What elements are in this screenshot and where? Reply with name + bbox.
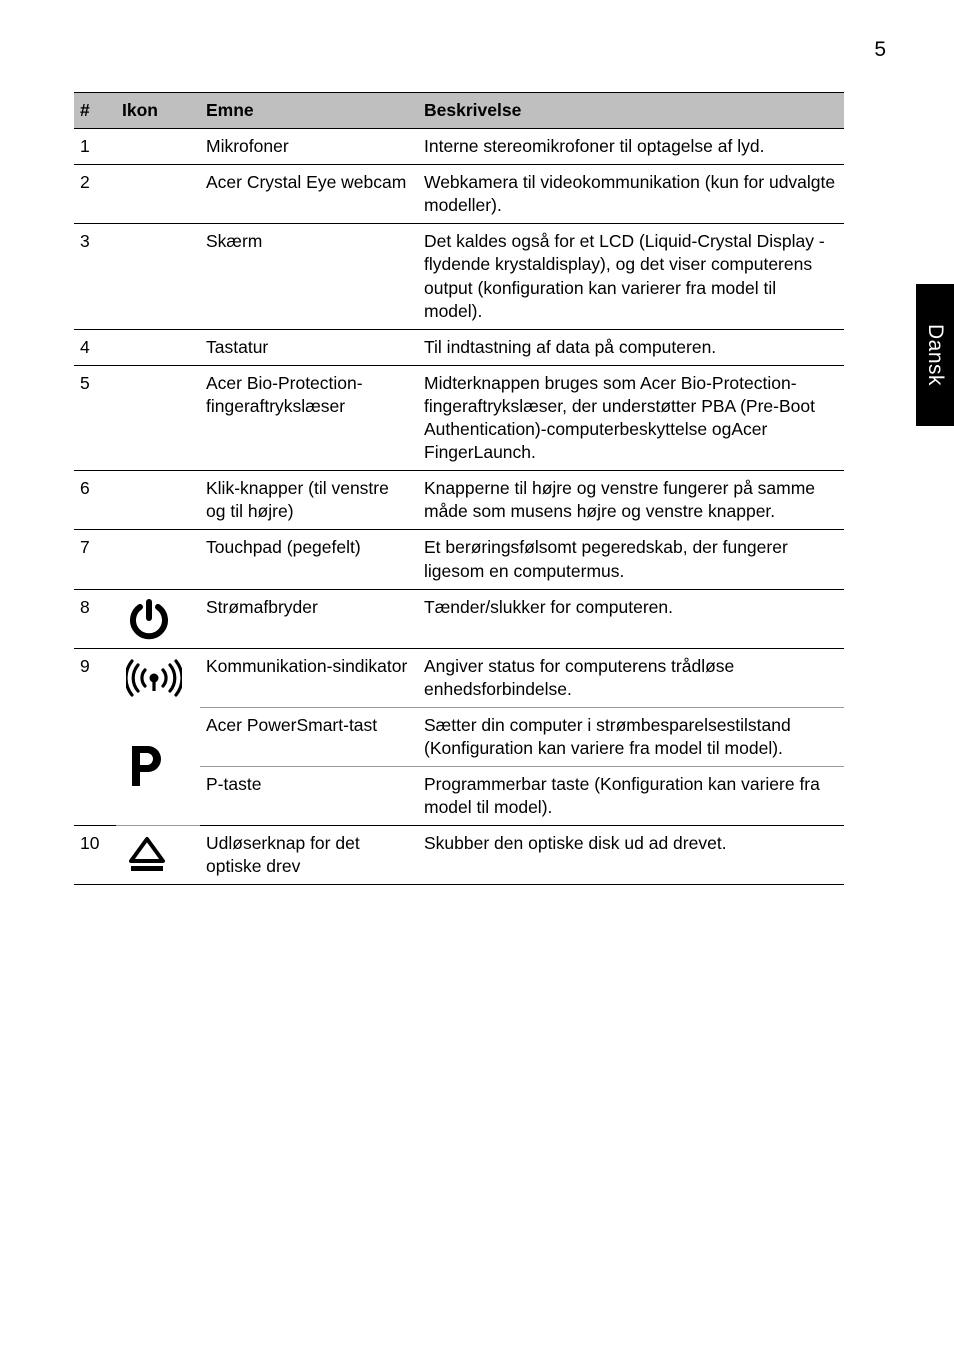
table-row: 1 Mikrofoner Interne stereomikrofoner ti…: [74, 129, 844, 165]
cell-ikon: [116, 471, 200, 530]
cell-emne: P-taste: [200, 766, 418, 825]
col-header-emne: Emne: [200, 93, 418, 129]
cell-besk: Det kaldes også for et LCD (Liquid-Cryst…: [418, 224, 844, 329]
cell-ikon: [116, 826, 200, 885]
cell-besk: Webkamera til videokommunikation (kun fo…: [418, 165, 844, 224]
col-header-ikon: Ikon: [116, 93, 200, 129]
cell-emne: Acer PowerSmart-tast: [200, 707, 418, 766]
cell-emne: Skærm: [200, 224, 418, 329]
cell-emne: Touchpad (pegefelt): [200, 530, 418, 589]
col-header-num: #: [74, 93, 116, 129]
col-header-besk: Beskrivelse: [418, 93, 844, 129]
cell-ikon: [116, 329, 200, 365]
cell-emne: Acer Bio-Protection-fingeraftrykslæser: [200, 365, 418, 470]
p-key-icon: [126, 742, 166, 790]
cell-besk: Knapperne til højre og venstre fungerer …: [418, 471, 844, 530]
cell-num: 4: [74, 329, 116, 365]
cell-num: 7: [74, 530, 116, 589]
cell-ikon: [116, 365, 200, 470]
cell-emne: Mikrofoner: [200, 129, 418, 165]
table-row: 8 Strømafbryder Tænder/slukker for compu…: [74, 589, 844, 648]
table-row: 7 Touchpad (pegefelt) Et berøringsfølsom…: [74, 530, 844, 589]
eject-icon: [126, 835, 168, 875]
page-number: 5: [874, 38, 886, 62]
cell-besk: Interne stereomikrofoner til optagelse a…: [418, 129, 844, 165]
table-header-row: # Ikon Emne Beskrivelse: [74, 93, 844, 129]
cell-emne: Kommunikation-sindikator: [200, 648, 418, 707]
cell-emne: Udløserknap for det optiske drev: [200, 826, 418, 885]
cell-num: 1: [74, 129, 116, 165]
table-row: 4 Tastatur Til indtastning af data på co…: [74, 329, 844, 365]
cell-num: [74, 707, 116, 766]
cell-besk: Tænder/slukker for computeren.: [418, 589, 844, 648]
cell-emne: Strømafbryder: [200, 589, 418, 648]
table-row: 3 Skærm Det kaldes også for et LCD (Liqu…: [74, 224, 844, 329]
cell-besk: Midterknappen bruges som Acer Bio-Protec…: [418, 365, 844, 470]
cell-ikon: [116, 165, 200, 224]
cell-num: 3: [74, 224, 116, 329]
table-row: 10 Udløserknap for det optiske drev Skub…: [74, 826, 844, 885]
table-row: 6 Klik-knapper (til venstre og til højre…: [74, 471, 844, 530]
language-tab: Dansk: [916, 284, 954, 426]
cell-num: 9: [74, 648, 116, 707]
cell-emne: Tastatur: [200, 329, 418, 365]
spec-table: # Ikon Emne Beskrivelse 1 Mikrofoner Int…: [74, 92, 844, 885]
cell-besk: Skubber den optiske disk ud ad drevet.: [418, 826, 844, 885]
cell-ikon: [116, 707, 200, 825]
language-tab-label: Dansk: [923, 324, 947, 386]
cell-emne: Acer Crystal Eye webcam: [200, 165, 418, 224]
cell-ikon: [116, 129, 200, 165]
cell-besk: Til indtastning af data på computeren.: [418, 329, 844, 365]
cell-num: 2: [74, 165, 116, 224]
cell-num: 6: [74, 471, 116, 530]
cell-emne: Klik-knapper (til venstre og til højre): [200, 471, 418, 530]
cell-besk: Programmerbar taste (Konfiguration kan v…: [418, 766, 844, 825]
cell-ikon: [116, 530, 200, 589]
cell-num: 8: [74, 589, 116, 648]
table-row: 5 Acer Bio-Protection-fingeraftrykslæser…: [74, 365, 844, 470]
cell-besk: Sætter din computer i strømbesparelsesti…: [418, 707, 844, 766]
cell-ikon: [116, 589, 200, 648]
cell-num: [74, 766, 116, 825]
cell-ikon: [116, 224, 200, 329]
page: 5 Dansk # Ikon Emne Beskrivelse 1 Mikrof…: [0, 0, 954, 1369]
table-row: 2 Acer Crystal Eye webcam Webkamera til …: [74, 165, 844, 224]
cell-besk: Et berøringsfølsomt pegeredskab, der fun…: [418, 530, 844, 589]
table-row: 9 Komm: [74, 648, 844, 707]
wireless-icon: [126, 658, 182, 698]
table-row: Acer PowerSmart-tast Sætter din computer…: [74, 707, 844, 766]
cell-num: 10: [74, 826, 116, 885]
cell-num: 5: [74, 365, 116, 470]
cell-ikon: [116, 648, 200, 707]
cell-besk: Angiver status for computerens trådløse …: [418, 648, 844, 707]
power-icon: [126, 596, 172, 642]
